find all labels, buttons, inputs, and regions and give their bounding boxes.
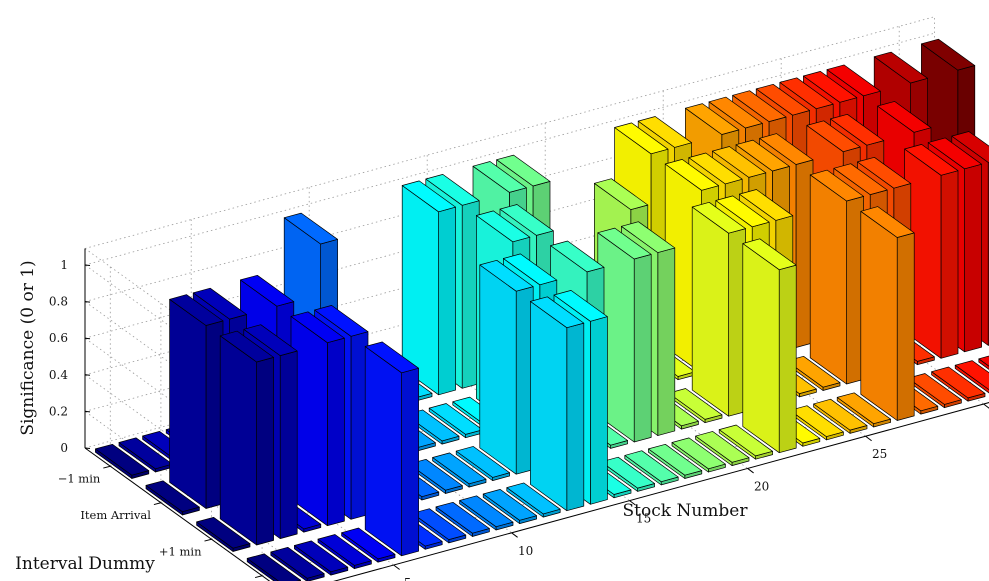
z-tick-label: 0.8: [49, 295, 68, 309]
y-axis-line: [84, 447, 271, 581]
bar: [482, 489, 537, 524]
bar: [789, 405, 844, 441]
x-axis-label: Stock Number: [623, 501, 749, 521]
bar: [691, 201, 746, 417]
bar: [954, 360, 989, 394]
bar: [435, 501, 490, 537]
y-tick: [204, 538, 212, 542]
bar: [742, 238, 797, 454]
bar: [718, 424, 773, 460]
x-tick: [865, 435, 872, 442]
x-tick-label: 10: [518, 544, 533, 558]
y-axis-label: Interval Dummy: [15, 554, 155, 574]
z-tick: [84, 447, 91, 449]
z-tick-label: 0: [60, 441, 68, 455]
bar: [317, 534, 372, 570]
x-tick-label: 25: [872, 447, 887, 461]
bar: [246, 553, 301, 581]
bar: [931, 366, 986, 402]
y-tick-label: +1 min: [159, 544, 202, 558]
z-tick: [84, 337, 91, 340]
bar: [270, 546, 325, 581]
z-tick: [84, 374, 91, 376]
bar: [428, 403, 483, 439]
z-tick: [84, 301, 91, 303]
bar: [364, 341, 419, 557]
bar: [978, 355, 989, 370]
bar: [907, 373, 962, 409]
bar: [455, 446, 510, 481]
z-tick-label: 0.6: [49, 331, 68, 345]
bar: [479, 259, 534, 475]
bar: [600, 456, 655, 492]
y-tick: [153, 502, 162, 506]
z-tick-label: 1: [60, 258, 68, 272]
bar: [671, 437, 726, 473]
bar: [294, 540, 349, 576]
y-tick: [103, 465, 111, 469]
bar: [836, 392, 891, 428]
x-tick: [983, 403, 989, 409]
bar: [341, 527, 396, 563]
x-tick: [747, 468, 754, 474]
bar: [506, 482, 561, 518]
bar: [648, 443, 703, 479]
x-tick-label: 5: [404, 576, 412, 581]
bar: [432, 452, 487, 488]
bar: [530, 296, 585, 512]
bar: [169, 294, 224, 509]
z-tick: [84, 264, 91, 266]
z-axis-label: Significance (0 or 1): [18, 260, 38, 435]
bar: [145, 480, 200, 516]
bar: [624, 450, 679, 486]
bar: [809, 169, 864, 385]
z-tick: [84, 410, 91, 413]
x-tick: [393, 564, 400, 570]
bar: [196, 516, 251, 552]
z-tick-label: 0.2: [49, 404, 68, 418]
x-tick: [629, 500, 636, 506]
bar: [459, 495, 514, 531]
x-tick-label: 15: [636, 512, 651, 526]
bar: [412, 508, 467, 544]
bars-layer: [95, 38, 989, 581]
bar: [401, 180, 456, 396]
x-axis-line: [333, 402, 989, 581]
z-gridline-back: [84, 32, 935, 266]
z-tick-label: 0.4: [49, 368, 68, 382]
bar: [860, 206, 915, 421]
x-tick-label: 20: [754, 479, 769, 493]
y-tick: [254, 575, 263, 579]
bar: [695, 431, 750, 466]
x-tick: [511, 532, 518, 538]
bar: [95, 443, 150, 479]
labels-layer: Significance (0 or 1) Stock Number Inter…: [15, 258, 887, 581]
bar: [219, 330, 274, 546]
bar: [813, 398, 868, 434]
y-tick-label: Item Arrival: [80, 508, 151, 522]
bar: [290, 311, 345, 527]
y-tick-label: −1 min: [58, 471, 101, 485]
